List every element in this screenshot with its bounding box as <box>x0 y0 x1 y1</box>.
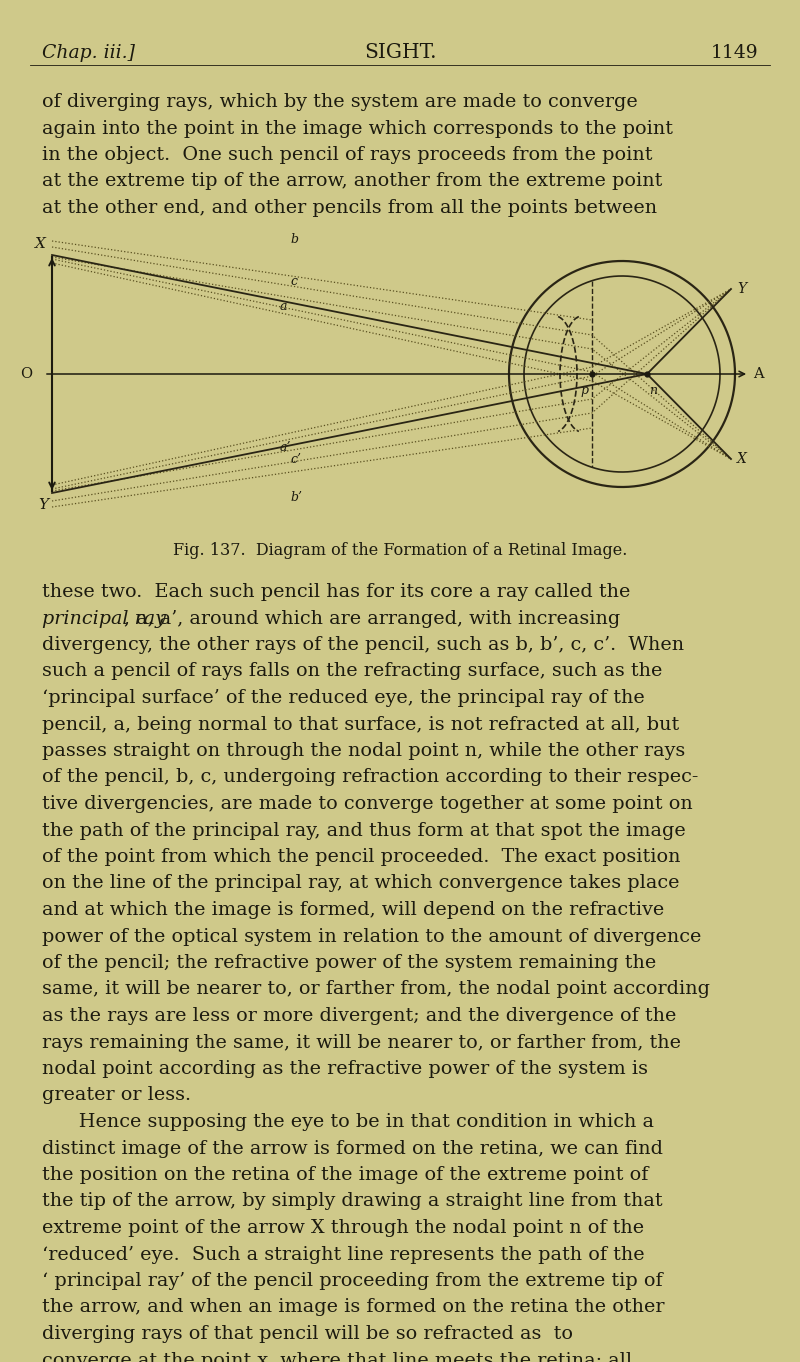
Text: nodal point according as the refractive power of the system is: nodal point according as the refractive … <box>42 1060 648 1077</box>
Text: Fig. 137.  Diagram of the Formation of a Retinal Image.: Fig. 137. Diagram of the Formation of a … <box>173 542 627 558</box>
Text: rays remaining the same, it will be nearer to, or farther from, the: rays remaining the same, it will be near… <box>42 1034 681 1051</box>
Text: principal ray: principal ray <box>42 610 166 628</box>
Text: b: b <box>290 233 298 247</box>
Text: , a, a’, around which are arranged, with increasing: , a, a’, around which are arranged, with… <box>124 610 620 628</box>
Text: b’: b’ <box>290 490 302 504</box>
Text: SIGHT.: SIGHT. <box>364 44 436 63</box>
Text: at the other end, and other pencils from all the points between: at the other end, and other pencils from… <box>42 199 657 217</box>
Text: the position on the retina of the image of the extreme point of: the position on the retina of the image … <box>42 1166 648 1184</box>
Text: and at which the image is formed, will depend on the refractive: and at which the image is formed, will d… <box>42 902 664 919</box>
Text: of the point from which the pencil proceeded.  The exact position: of the point from which the pencil proce… <box>42 849 681 866</box>
Text: a: a <box>280 300 287 313</box>
Text: p: p <box>580 384 588 396</box>
Text: O: O <box>20 366 32 381</box>
Text: c: c <box>290 275 297 287</box>
Text: converge at the point x, where that line meets the retina; all: converge at the point x, where that line… <box>42 1351 632 1362</box>
Text: again into the point in the image which corresponds to the point: again into the point in the image which … <box>42 120 673 138</box>
Text: of diverging rays, which by the system are made to converge: of diverging rays, which by the system a… <box>42 93 638 110</box>
Text: of the pencil, b, c, undergoing refraction according to their respec-: of the pencil, b, c, undergoing refracti… <box>42 768 698 786</box>
Text: a’: a’ <box>280 441 291 454</box>
Text: diverging rays of that pencil will be so refracted as  to: diverging rays of that pencil will be so… <box>42 1325 573 1343</box>
Text: distinct image of the arrow is formed on the retina, we can find: distinct image of the arrow is formed on… <box>42 1140 663 1158</box>
Text: same, it will be nearer to, or farther from, the nodal point according: same, it will be nearer to, or farther f… <box>42 981 710 998</box>
Text: Y: Y <box>38 498 48 512</box>
Text: on the line of the principal ray, at which convergence takes place: on the line of the principal ray, at whi… <box>42 874 679 892</box>
Text: in the object.  One such pencil of rays proceeds from the point: in the object. One such pencil of rays p… <box>42 146 653 163</box>
Text: X: X <box>737 452 747 466</box>
Text: n: n <box>649 384 657 396</box>
Text: ‘ principal ray’ of the pencil proceeding from the extreme tip of: ‘ principal ray’ of the pencil proceedin… <box>42 1272 662 1290</box>
Text: such a pencil of rays falls on the refracting surface, such as the: such a pencil of rays falls on the refra… <box>42 662 662 681</box>
Text: power of the optical system in relation to the amount of divergence: power of the optical system in relation … <box>42 928 702 945</box>
Text: greater or less.: greater or less. <box>42 1087 191 1105</box>
Text: 1149: 1149 <box>710 44 758 63</box>
Text: of the pencil; the refractive power of the system remaining the: of the pencil; the refractive power of t… <box>42 953 656 972</box>
Text: the arrow, and when an image is formed on the retina the other: the arrow, and when an image is formed o… <box>42 1298 665 1317</box>
Text: the tip of the arrow, by simply drawing a straight line from that: the tip of the arrow, by simply drawing … <box>42 1193 662 1211</box>
Text: X: X <box>35 237 46 251</box>
Text: c’: c’ <box>290 454 301 466</box>
Text: Hence supposing the eye to be in that condition in which a: Hence supposing the eye to be in that co… <box>42 1113 654 1130</box>
Text: these two.  Each such pencil has for its core a ray called the: these two. Each such pencil has for its … <box>42 583 630 601</box>
Text: tive divergencies, are made to converge together at some point on: tive divergencies, are made to converge … <box>42 795 693 813</box>
Text: divergency, the other rays of the pencil, such as b, b’, c, c’.  When: divergency, the other rays of the pencil… <box>42 636 684 654</box>
Text: at the extreme tip of the arrow, another from the extreme point: at the extreme tip of the arrow, another… <box>42 173 662 191</box>
Text: passes straight on through the nodal point n, while the other rays: passes straight on through the nodal poi… <box>42 742 686 760</box>
Text: ‘reduced’ eye.  Such a straight line represents the path of the: ‘reduced’ eye. Such a straight line repr… <box>42 1245 645 1264</box>
Text: Chap. iii.]: Chap. iii.] <box>42 44 135 63</box>
Text: as the rays are less or more divergent; and the divergence of the: as the rays are less or more divergent; … <box>42 1007 676 1026</box>
Text: A: A <box>753 366 764 381</box>
Text: the path of the principal ray, and thus form at that spot the image: the path of the principal ray, and thus … <box>42 821 686 839</box>
Text: extreme point of the arrow X through the nodal point n of the: extreme point of the arrow X through the… <box>42 1219 644 1237</box>
Text: Y: Y <box>737 282 746 296</box>
Text: ‘principal surface’ of the reduced eye, the principal ray of the: ‘principal surface’ of the reduced eye, … <box>42 689 645 707</box>
Text: pencil, a, being normal to that surface, is not refracted at all, but: pencil, a, being normal to that surface,… <box>42 715 679 734</box>
